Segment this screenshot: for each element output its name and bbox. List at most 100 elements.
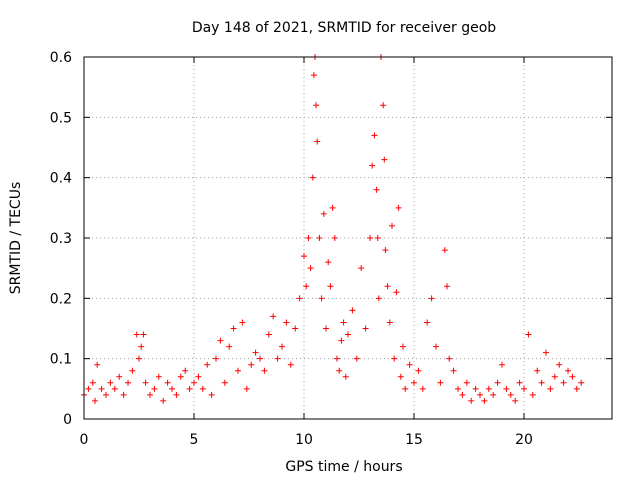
x-axis-ticks: 0 5 10 15 20 <box>80 57 533 448</box>
data-point <box>331 235 338 241</box>
data-point <box>578 379 585 386</box>
data-point <box>177 373 184 380</box>
data-point <box>136 355 142 362</box>
y-tick-label: 0.6 <box>50 50 72 66</box>
x-tick-label: 20 <box>515 432 533 448</box>
data-point <box>455 385 461 392</box>
data-point <box>314 138 321 145</box>
data-point <box>477 391 483 398</box>
data-point <box>320 210 327 217</box>
data-point <box>243 385 250 392</box>
data-point <box>393 289 400 296</box>
data-point <box>89 379 96 386</box>
data-point <box>338 337 345 344</box>
data-point <box>230 325 237 332</box>
data-point <box>94 361 101 368</box>
data-point <box>279 343 285 350</box>
data-point <box>534 367 541 374</box>
data-point <box>329 204 336 211</box>
chart-title: Day 148 of 2021, SRMTID for receiver geo… <box>192 20 496 36</box>
data-point <box>400 343 406 350</box>
data-point <box>516 379 523 386</box>
data-points <box>81 54 585 404</box>
y-tick-label: 0.3 <box>50 231 72 247</box>
data-point <box>424 319 431 326</box>
data-point <box>323 325 329 332</box>
y-axis-label: SRMTID / TECUs <box>8 182 24 295</box>
data-point <box>382 247 389 254</box>
data-point <box>441 247 448 254</box>
data-point <box>415 367 422 374</box>
data-point <box>261 367 268 374</box>
data-point <box>133 331 140 338</box>
y-axis-ticks: 0 0.1 0.2 0.3 0.4 0.5 0.6 <box>50 50 612 428</box>
data-point <box>342 373 349 380</box>
grid-lines <box>84 57 612 419</box>
data-point <box>374 235 381 241</box>
x-tick-label: 5 <box>190 432 199 448</box>
data-point <box>195 373 202 380</box>
data-point <box>85 385 92 392</box>
data-point <box>433 343 439 350</box>
data-point <box>556 361 563 368</box>
data-point <box>316 235 323 241</box>
data-point <box>169 385 175 392</box>
data-point <box>248 361 255 368</box>
data-point <box>494 379 501 386</box>
x-axis-label: GPS time / hours <box>285 459 402 475</box>
data-point <box>386 319 393 326</box>
data-point <box>287 361 294 368</box>
y-tick-label: 0.5 <box>50 110 72 126</box>
data-point <box>340 319 347 326</box>
data-point <box>103 391 109 398</box>
data-point <box>543 349 549 356</box>
data-point <box>98 385 105 392</box>
data-point <box>116 373 123 380</box>
data-point <box>538 379 545 386</box>
data-point <box>569 373 576 380</box>
data-point <box>217 337 224 344</box>
data-point <box>318 295 325 302</box>
data-point <box>142 379 149 386</box>
data-point <box>459 391 466 398</box>
data-point <box>521 385 527 392</box>
x-tick-label: 0 <box>80 432 89 448</box>
y-tick-label: 0.1 <box>50 352 72 368</box>
data-point <box>307 265 314 272</box>
data-point <box>186 385 193 392</box>
data-point <box>397 373 404 380</box>
data-point <box>573 385 580 392</box>
data-point <box>450 367 457 374</box>
data-point <box>428 295 435 302</box>
data-point <box>270 313 277 320</box>
data-point <box>499 361 505 368</box>
data-point <box>111 385 118 392</box>
data-point <box>367 235 373 241</box>
data-point <box>512 397 519 404</box>
data-point <box>221 379 228 386</box>
data-point <box>160 397 167 404</box>
data-point <box>303 283 310 290</box>
data-point <box>301 253 307 260</box>
data-point <box>525 331 532 338</box>
data-point <box>419 385 426 392</box>
data-point <box>292 325 299 332</box>
data-point <box>565 367 571 374</box>
data-point <box>296 295 303 302</box>
x-tick-label: 15 <box>405 432 423 448</box>
data-point <box>481 397 488 404</box>
data-point <box>107 379 114 386</box>
data-point <box>560 379 567 386</box>
data-point <box>384 283 391 290</box>
data-point <box>353 355 360 362</box>
data-point <box>334 355 340 362</box>
data-point <box>173 391 180 398</box>
data-point <box>406 361 413 368</box>
data-point <box>463 379 470 386</box>
data-point <box>446 355 453 362</box>
data-point <box>305 235 312 241</box>
data-point <box>120 391 127 398</box>
data-point <box>391 355 398 362</box>
data-point <box>325 259 332 266</box>
data-point <box>411 379 417 386</box>
